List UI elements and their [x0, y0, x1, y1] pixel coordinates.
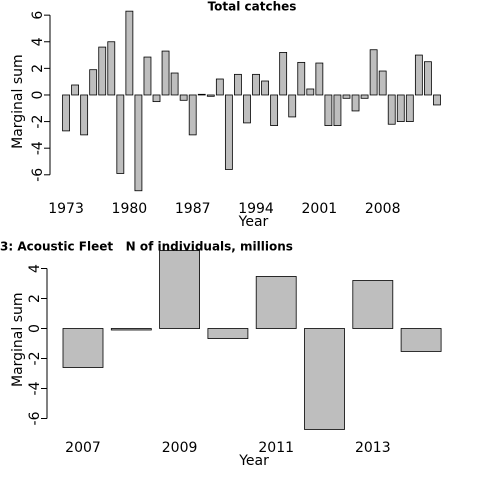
bar — [378, 70, 387, 96]
x-tick-label: 2013 — [355, 440, 391, 456]
y-tick-label: 6 — [30, 11, 46, 20]
x-tick-label: 2011 — [258, 440, 294, 456]
y-axis-label: Marginal sum — [10, 292, 26, 387]
x-tick-label: 2009 — [162, 440, 198, 456]
bar — [369, 49, 378, 96]
y-tick-label: 2 — [27, 294, 43, 303]
y-axis-label: Marginal sum — [10, 54, 26, 149]
y-tick-label: 4 — [30, 37, 46, 46]
y-tick-label: -2 — [30, 115, 46, 129]
bar — [110, 328, 152, 331]
bar — [396, 94, 405, 122]
x-tick-label: 1994 — [238, 201, 274, 217]
bar — [352, 280, 394, 329]
bar — [152, 94, 161, 103]
bar — [71, 84, 79, 96]
bar — [170, 72, 179, 96]
y-tick-label: -2 — [27, 352, 43, 366]
bar — [80, 94, 89, 136]
bar — [297, 61, 306, 96]
bar — [261, 80, 269, 96]
bar — [400, 328, 442, 352]
bar — [243, 94, 251, 124]
bar — [433, 94, 441, 106]
bar — [197, 93, 206, 96]
bar — [206, 94, 215, 97]
bar — [424, 61, 432, 96]
bar — [270, 94, 279, 126]
bar — [414, 54, 423, 96]
bar — [134, 94, 143, 192]
y-tick-label: 0 — [27, 324, 43, 333]
x-tick-label: 2001 — [302, 201, 338, 217]
y-tick-label: 2 — [30, 64, 46, 73]
bar — [279, 52, 288, 96]
bar — [161, 50, 170, 96]
bar — [288, 94, 297, 118]
bar — [252, 73, 260, 96]
bar — [125, 10, 134, 96]
bar — [62, 328, 104, 368]
x-tick-label: 1987 — [175, 201, 211, 217]
bar — [351, 94, 360, 112]
bar — [304, 328, 345, 430]
bar — [207, 328, 249, 339]
chart-title: Total catches — [208, 0, 297, 14]
y-tick-label: -4 — [27, 381, 43, 395]
bar — [98, 46, 107, 96]
bar — [62, 94, 70, 132]
bar — [324, 94, 333, 126]
y-tick-label: 4 — [27, 264, 43, 273]
y-tick-label: -6 — [27, 411, 43, 425]
bar — [333, 94, 342, 126]
bar — [387, 94, 396, 125]
y-tick-label: 0 — [30, 91, 46, 100]
bar — [405, 94, 414, 122]
x-tick-label: 2008 — [365, 201, 401, 217]
bar — [107, 41, 116, 96]
bar — [89, 69, 98, 96]
y-tick-label: -4 — [30, 141, 46, 155]
bar — [215, 78, 224, 96]
bar — [315, 62, 324, 96]
bar — [188, 94, 197, 136]
bar — [179, 94, 188, 101]
bar — [234, 73, 242, 96]
bar — [255, 276, 297, 329]
x-axis-label: Year — [238, 453, 269, 469]
bar — [224, 94, 233, 170]
chart-title: 3: Acoustic Fleet N of individuals, mill… — [0, 240, 293, 254]
y-tick-label: -6 — [30, 168, 46, 182]
x-axis-label: Year — [238, 214, 269, 230]
bar — [306, 88, 315, 96]
x-tick-label: 1980 — [112, 201, 148, 217]
x-tick-label: 2007 — [65, 440, 101, 456]
x-tick-label: 1973 — [48, 201, 84, 217]
bar — [116, 94, 125, 174]
bar — [360, 94, 369, 99]
bar — [143, 56, 152, 96]
bar — [159, 250, 201, 329]
bar — [342, 94, 351, 99]
